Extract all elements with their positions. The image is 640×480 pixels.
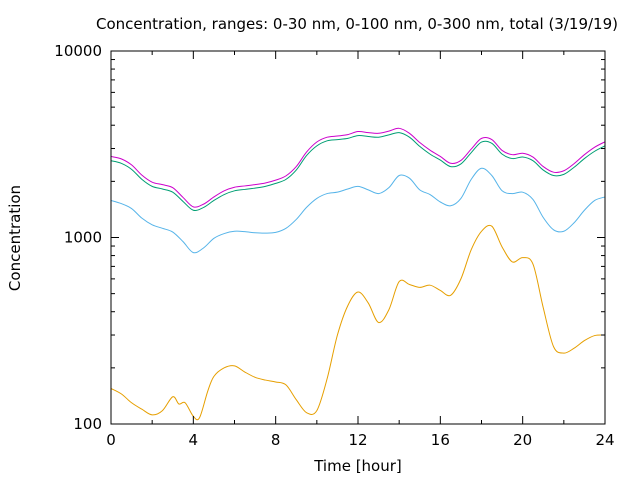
chart-title: Concentration, ranges: 0-30 nm, 0-100 nm… [96, 15, 618, 33]
y-axis-label: Concentration [6, 185, 24, 291]
x-tick-label: 4 [189, 431, 199, 449]
x-tick-label: 0 [106, 431, 116, 449]
x-tick-label: 16 [431, 431, 450, 449]
series-line-1 [110, 224, 606, 421]
x-tick-label: 12 [348, 431, 367, 449]
tick-layer: 0 4 8 12 16 20 24 100 1000 10000 [54, 42, 614, 449]
x-tick-label: 20 [513, 431, 532, 449]
series-line-4 [110, 127, 606, 208]
series-line-2 [110, 167, 606, 254]
x-tick-label: 24 [595, 431, 614, 449]
plot-frame [110, 50, 606, 425]
y-tick-label: 100 [73, 415, 102, 433]
series-layer [110, 127, 606, 421]
y-tick-label: 10000 [54, 42, 102, 60]
x-axis-label: Time [hour] [313, 457, 402, 475]
x-tick-label: 8 [271, 431, 281, 449]
y-tick-label: 1000 [64, 229, 102, 247]
series-line-3 [110, 132, 606, 211]
